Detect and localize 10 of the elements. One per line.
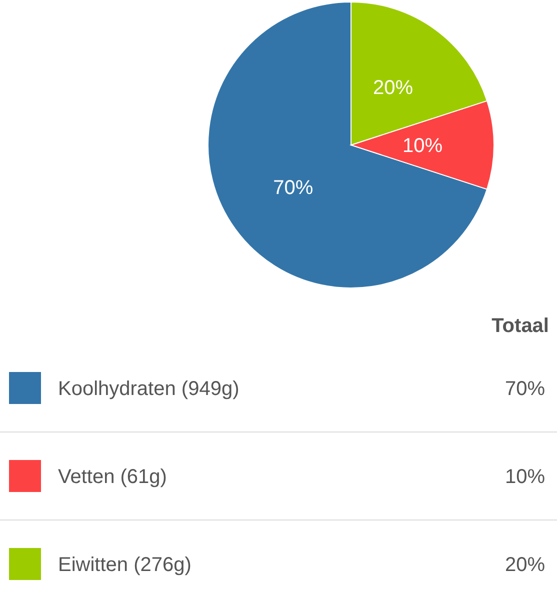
data-label: 20% — [373, 77, 414, 100]
legend-label: Vetten (61g) — [58, 466, 167, 488]
text: 70% — [504, 378, 545, 400]
data-label: 70% — [273, 177, 314, 200]
legend-title: Totaal — [492, 315, 549, 337]
text: 20% — [504, 554, 545, 576]
legend-label: Eiwitten (276g) — [58, 554, 192, 576]
legend-label: Koolhydraten (949g) — [58, 378, 240, 400]
text: 10% — [504, 466, 545, 488]
data-label: 10% — [402, 135, 443, 157]
